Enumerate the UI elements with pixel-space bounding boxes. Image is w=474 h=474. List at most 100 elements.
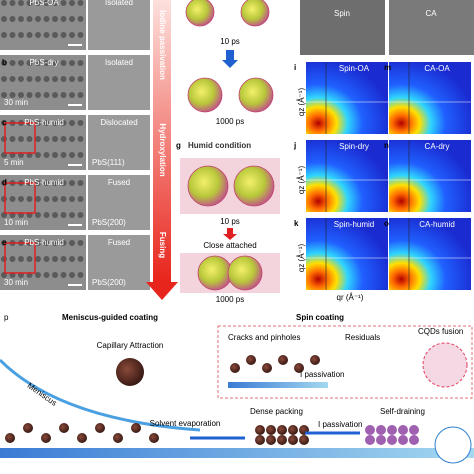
particle xyxy=(1,32,7,38)
particle xyxy=(52,152,58,158)
particle xyxy=(26,256,33,262)
panel-letter: c xyxy=(2,118,7,127)
panel-letter: m xyxy=(384,63,391,72)
quantum-dot xyxy=(262,363,272,373)
particle xyxy=(60,256,67,262)
label: Meniscus xyxy=(26,381,59,408)
quantum-dot xyxy=(230,363,240,373)
particle xyxy=(77,0,84,6)
particle xyxy=(1,256,7,262)
particle xyxy=(69,76,75,82)
quantum-dot xyxy=(376,425,386,435)
state-label: Dislocated xyxy=(100,118,137,127)
particle xyxy=(77,272,84,278)
quantum-dot xyxy=(409,425,419,435)
label: I passivation xyxy=(300,370,344,379)
nanocrystal xyxy=(238,77,274,113)
arrow-label: Iodine passivation xyxy=(158,10,167,80)
particle xyxy=(77,196,84,202)
particle xyxy=(60,136,67,142)
particle xyxy=(1,76,7,82)
particle xyxy=(9,196,16,202)
tem-panels: PbS-OA Isolated b PbS-dry Isolated 30 min c PbS… xyxy=(0,0,150,290)
plane-label: PbS(200) xyxy=(92,278,126,287)
time-label: 30 min xyxy=(4,98,28,107)
particle xyxy=(60,120,67,126)
panel-letter: p xyxy=(4,313,9,322)
particle xyxy=(77,32,84,38)
particle xyxy=(52,0,58,6)
arrow xyxy=(222,50,238,68)
particle xyxy=(52,60,58,66)
quantum-dot xyxy=(113,433,123,443)
nanocrystal xyxy=(187,165,229,207)
time-label: 10 ps xyxy=(220,217,240,226)
particle xyxy=(77,76,84,82)
particle xyxy=(18,196,24,202)
heatmap xyxy=(389,140,471,212)
sample-label: PbS-OA xyxy=(29,0,59,7)
panel-letter: e xyxy=(2,238,7,247)
arrow-label: Fusing xyxy=(158,232,167,258)
particle xyxy=(43,136,50,142)
particle xyxy=(52,92,58,98)
state-label: Isolated xyxy=(105,0,133,7)
particle xyxy=(9,136,16,142)
particle xyxy=(9,32,16,38)
time-label: 30 min xyxy=(4,278,28,287)
particle xyxy=(77,60,84,66)
panel-letter: g xyxy=(176,141,181,150)
quantum-dot xyxy=(255,425,265,435)
particle xyxy=(60,240,67,246)
dashed-box xyxy=(217,325,473,399)
particle xyxy=(35,120,41,126)
particle xyxy=(18,32,24,38)
particle xyxy=(35,212,41,218)
particle xyxy=(35,256,41,262)
particle xyxy=(69,196,75,202)
particle xyxy=(43,196,50,202)
particle xyxy=(9,0,16,6)
particle xyxy=(52,272,58,278)
particle xyxy=(52,240,58,246)
quantum-dot xyxy=(77,433,87,443)
note: Close attached xyxy=(203,241,256,250)
quantum-dot xyxy=(246,355,256,365)
particle xyxy=(18,60,24,66)
particle xyxy=(69,92,75,98)
particle xyxy=(77,136,84,142)
time-label: 10 ps xyxy=(220,37,240,46)
label: Solvent evaporation xyxy=(150,419,221,428)
particle xyxy=(52,256,58,262)
particle xyxy=(35,136,41,142)
particle xyxy=(43,120,50,126)
particle xyxy=(69,180,75,186)
simulation: 10 ps 1000 ps g Humid condition 10 ps Close a… xyxy=(176,0,280,304)
quantum-dot xyxy=(59,423,69,433)
particle xyxy=(43,272,50,278)
hrtem-image xyxy=(88,0,150,50)
quantum-dot xyxy=(294,363,304,373)
particle xyxy=(35,16,41,22)
quantum-dot xyxy=(299,435,309,445)
particle xyxy=(52,212,58,218)
particle xyxy=(18,76,24,82)
column-label: CA xyxy=(425,9,437,18)
particle xyxy=(9,16,16,22)
label: Dense packing xyxy=(250,407,303,416)
particle xyxy=(26,196,33,202)
fusion-inset xyxy=(434,426,472,464)
particle xyxy=(60,76,67,82)
hrtem-image xyxy=(88,115,150,170)
state-label: Isolated xyxy=(105,58,133,67)
meniscus xyxy=(0,358,201,432)
giwaxs: Spin CA i Spin-OA qz (Å⁻¹) m CA-OA j Spin-dry qz … xyxy=(293,0,474,302)
panel-label: Spin-humid xyxy=(334,220,374,229)
quantum-dot xyxy=(278,355,288,365)
arrow-label: Hydroxylation xyxy=(158,123,167,176)
panel-letter: i xyxy=(294,63,296,72)
particle xyxy=(52,180,58,186)
time-label: 1000 ps xyxy=(216,117,244,126)
label: CQDs fusion xyxy=(418,327,463,336)
